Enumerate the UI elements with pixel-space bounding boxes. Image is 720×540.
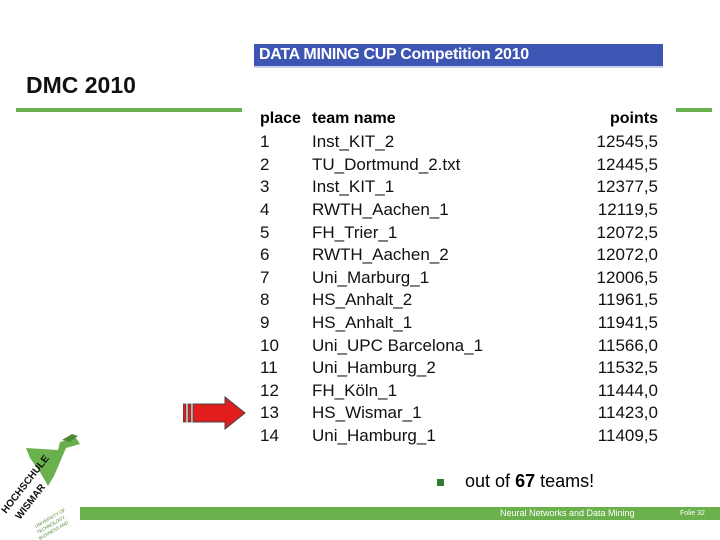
points-cell: 12545,5 (596, 132, 658, 152)
footer-bar (80, 507, 720, 520)
points-cell: 11961,5 (597, 290, 658, 310)
table-row: 11 Uni_Hamburg_2 11532,5 (256, 357, 666, 380)
note-suffix: teams! (540, 471, 595, 491)
table-row-highlighted: 13 HS_Wismar_1 11423,0 (256, 402, 666, 425)
points-cell: 12377,5 (596, 177, 658, 197)
header-points: points (610, 110, 658, 127)
team-cell: FH_Köln_1 (312, 380, 398, 400)
banner-strip (254, 66, 663, 68)
points-cell: 12006,5 (596, 267, 658, 287)
points-cell: 11444,0 (597, 380, 658, 400)
place-cell: 9 (260, 313, 270, 333)
team-cell: Uni_Hamburg_2 (312, 358, 436, 378)
team-cell: HS_Anhalt_2 (312, 290, 413, 310)
points-cell: 11941,5 (597, 313, 658, 333)
teams-note: out of 67 teams! (465, 471, 594, 492)
title-underline (16, 108, 242, 112)
table-row: 2 TU_Dortmund_2.txt 12445,5 (256, 154, 666, 177)
table-row: 4 RWTH_Aachen_1 12119,5 (256, 199, 666, 222)
red-arrow-icon (183, 396, 246, 430)
points-cell: 11566,0 (597, 335, 658, 355)
team-cell: TU_Dortmund_2.txt (312, 154, 461, 174)
team-count: 67 (515, 471, 536, 491)
points-cell: 12119,5 (597, 200, 658, 220)
table-row: 6 RWTH_Aachen_2 12072,0 (256, 244, 666, 267)
results-table: place team name points 1 Inst_KIT_2 12545,… (256, 107, 666, 447)
table-row: 7 Uni_Marburg_1 12006,5 (256, 267, 666, 290)
hochschule-wismar-logo: HOCHSCHULE WISMAR UNIVERSITY OF TECHNOLO… (0, 434, 80, 540)
table-row: 5 FH_Trier_1 12072,5 (256, 221, 666, 244)
table-row: 9 HS_Anhalt_1 11941,5 (256, 312, 666, 335)
place-cell: 5 (260, 222, 270, 242)
team-cell: HS_Anhalt_1 (312, 313, 413, 333)
place-cell: 1 (260, 132, 270, 152)
table-row: 12 FH_Köln_1 11444,0 (256, 380, 666, 403)
header-place: place (260, 110, 301, 127)
place-cell: 11 (260, 358, 278, 378)
place-cell: 3 (260, 177, 270, 197)
place-cell: 8 (260, 290, 270, 310)
team-cell: Uni_Marburg_1 (312, 267, 430, 287)
team-cell: Uni_UPC Barcelona_1 (312, 335, 484, 355)
bullet-icon (437, 479, 444, 486)
points-cell: 11423,0 (597, 403, 658, 423)
place-cell: 6 (260, 245, 270, 265)
note-prefix: out of (465, 471, 511, 491)
table-row: 1 Inst_KIT_2 12545,5 (256, 131, 666, 154)
team-cell: FH_Trier_1 (312, 222, 398, 242)
points-cell: 11532,5 (597, 358, 658, 378)
team-cell: Inst_KIT_2 (312, 132, 395, 152)
table-row: 8 HS_Anhalt_2 11961,5 (256, 289, 666, 312)
table-row: 3 Inst_KIT_1 12377,5 (256, 176, 666, 199)
competition-banner: DATA MINING CUP Competition 2010 (254, 44, 663, 66)
points-cell: 12445,5 (596, 154, 658, 174)
points-cell: 12072,5 (596, 222, 658, 242)
table-row: 14 Uni_Hamburg_1 11409,5 (256, 425, 666, 448)
results-image (253, 40, 673, 452)
table-header-row: place team name points (256, 107, 666, 131)
footer-page-number: Folie 32 (680, 510, 705, 517)
points-cell: 11409,5 (597, 426, 658, 446)
team-cell: Uni_Hamburg_1 (312, 426, 436, 446)
place-cell: 2 (260, 154, 270, 174)
team-cell: RWTH_Aachen_2 (312, 245, 449, 265)
team-cell: RWTH_Aachen_1 (312, 200, 449, 220)
footer-course: Neural Networks and Data Mining (500, 508, 635, 518)
banner-label: DATA MINING CUP Competition 2010 (259, 46, 529, 63)
title-underline-right (676, 108, 712, 112)
slide-title: DMC 2010 (26, 72, 136, 98)
header-team-name: team name (312, 110, 396, 127)
place-cell: 7 (260, 267, 270, 287)
points-cell: 12072,0 (596, 245, 658, 265)
place-cell: 4 (260, 200, 270, 220)
team-cell: Inst_KIT_1 (312, 177, 395, 197)
place-cell: 10 (260, 335, 279, 355)
table-row: 10 Uni_UPC Barcelona_1 11566,0 (256, 334, 666, 357)
place-cell: 13 (260, 403, 279, 423)
team-cell: HS_Wismar_1 (312, 403, 422, 423)
place-cell: 12 (260, 380, 279, 400)
place-cell: 14 (260, 426, 279, 446)
